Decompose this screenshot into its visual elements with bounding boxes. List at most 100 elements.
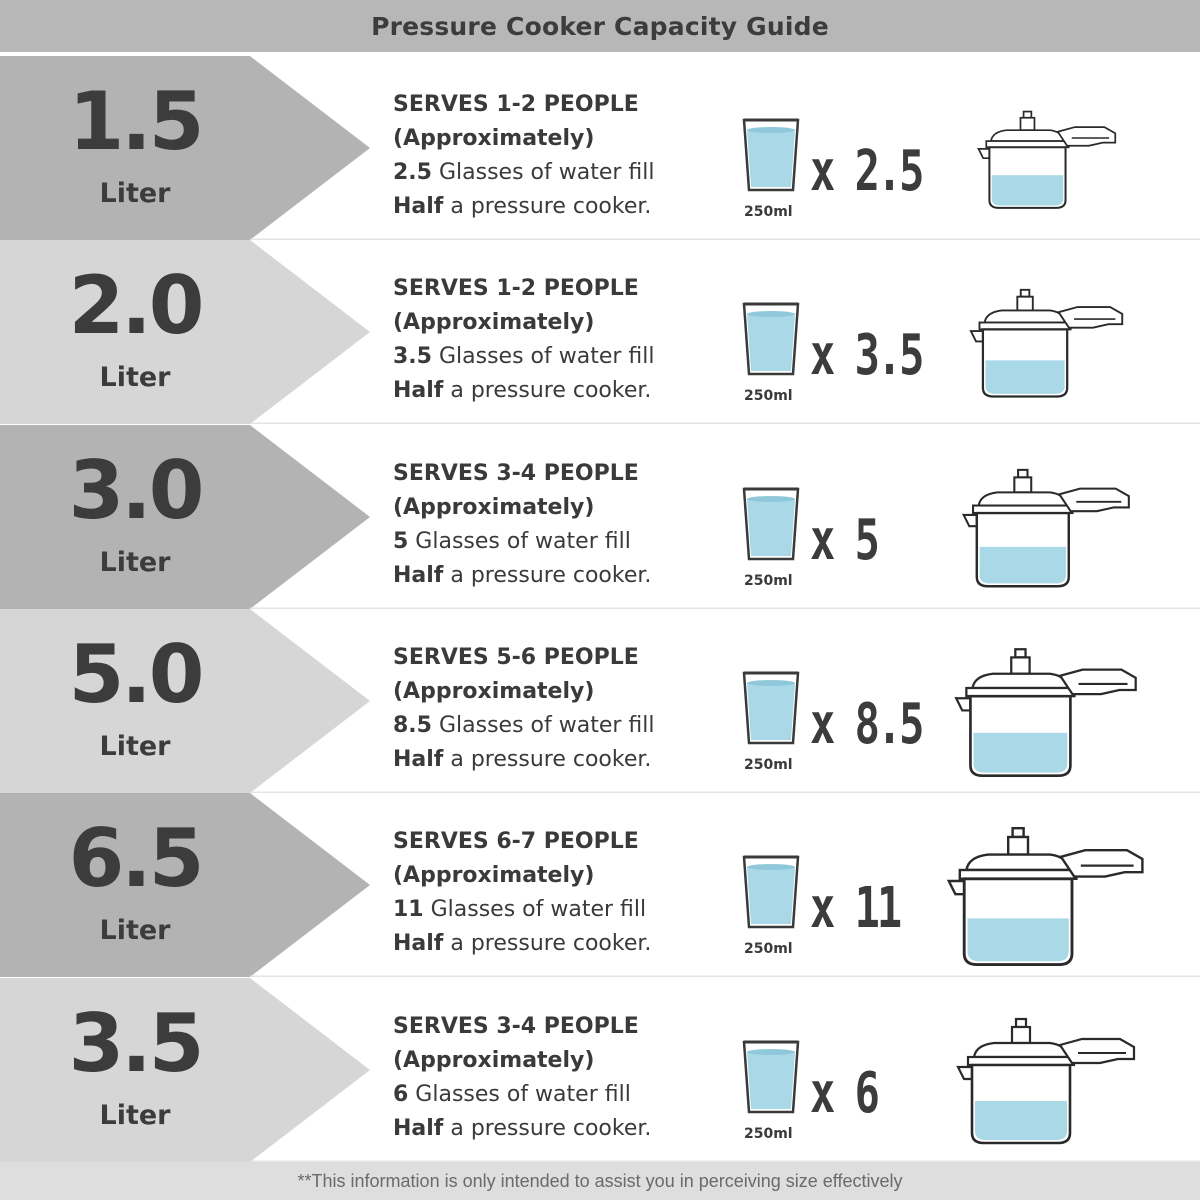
glasses-line: 6 Glasses of water fill [393,1078,733,1112]
capacity-description: SERVES 1-2 PEOPLE (Approximately) 2.5 Glas… [393,88,733,224]
pressure-cooker-icon [946,826,1144,967]
glasses-count: 5 [393,529,409,554]
capacity-row: 6.5 Liter SERVES 6-7 PEOPLE (Approximately)… [0,793,1200,977]
glass-multiplier: x 3.5 [810,323,924,388]
serves-text: SERVES 3-4 PEOPLE [393,1014,639,1039]
capacity-unit: Liter [99,731,171,762]
glass-multiplier: x 5 [810,508,880,573]
pressure-cooker-icon [969,288,1124,398]
half-text: a pressure cooker. [443,747,652,772]
capacity-unit: Liter [99,1100,171,1131]
glasses-text: Glasses of water fill [431,344,655,369]
glass-multiplier: x 8.5 [810,692,924,757]
approx-text: (Approximately) [393,679,595,704]
glass-volume-label: 250ml [744,388,793,404]
page-title: Pressure Cooker Capacity Guide [371,11,829,41]
serves-text: SERVES 1-2 PEOPLE [393,276,639,301]
approx-text: (Approximately) [393,863,595,888]
glass-multiplier: x 6 [810,1061,880,1126]
glasses-count: 11 [393,897,424,922]
glass-volume-label: 250ml [744,204,793,220]
capacity-row: 3.5 Liter SERVES 3-4 PEOPLE (Approximately)… [0,978,1200,1162]
serves-text: SERVES 1-2 PEOPLE [393,92,639,117]
capacity-unit: Liter [99,915,171,946]
capacity-row: 2.0 Liter SERVES 1-2 PEOPLE (Approximately)… [0,240,1200,424]
capacity-size: 3.0 [68,444,205,537]
capacity-description: SERVES 3-4 PEOPLE (Approximately) 5 Glasse… [393,457,733,593]
half-text: a pressure cooker. [443,931,652,956]
glass-volume-label: 250ml [744,941,793,957]
water-glass-icon [742,671,800,745]
glass-volume-label: 250ml [744,1126,793,1142]
glass-volume-label: 250ml [744,573,793,589]
water-glass-icon [742,855,800,929]
capacity-row: 3.0 Liter SERVES 3-4 PEOPLE (Approximately)… [0,425,1200,609]
glasses-line: 3.5 Glasses of water fill [393,340,733,374]
capacity-row: 1.5 Liter SERVES 1-2 PEOPLE (Approximately)… [0,56,1200,240]
pressure-cooker-icon [961,468,1130,588]
half-word: Half [393,194,444,219]
serves-text: SERVES 6-7 PEOPLE [393,829,639,854]
half-word: Half [393,931,444,956]
approx-text: (Approximately) [393,495,595,520]
footer-note: **This information is only intended to a… [297,1170,903,1191]
chevron-band [0,978,1200,1162]
capacity-size: 6.5 [68,812,205,905]
glasses-line: 11 Glasses of water fill [393,893,733,927]
half-word: Half [393,378,444,403]
half-line: Half a pressure cooker. [393,190,733,224]
glasses-text: Glasses of water fill [408,1082,631,1107]
glasses-text: Glasses of water fill [431,713,655,738]
glass-multiplier: x 2.5 [810,139,924,204]
water-glass-icon [742,487,800,561]
glasses-count: 2.5 [393,160,432,185]
half-line: Half a pressure cooker. [393,743,733,777]
footer-bar: **This information is only intended to a… [0,1162,1200,1200]
water-glass-icon [742,302,800,376]
half-text: a pressure cooker. [443,1116,652,1141]
capacity-row: 5.0 Liter SERVES 5-6 PEOPLE (Approximately)… [0,609,1200,793]
capacity-description: SERVES 1-2 PEOPLE (Approximately) 3.5 Glas… [393,272,733,408]
approx-text: (Approximately) [393,310,595,335]
half-line: Half a pressure cooker. [393,927,733,961]
half-word: Half [393,563,444,588]
glasses-line: 2.5 Glasses of water fill [393,156,733,190]
glasses-text: Glasses of water fill [423,897,647,922]
capacity-size: 1.5 [68,75,205,168]
half-word: Half [393,1116,444,1141]
capacity-description: SERVES 3-4 PEOPLE (Approximately) 6 Glasse… [393,1010,733,1146]
pressure-cooker-icon [977,110,1117,209]
half-text: a pressure cooker. [443,194,652,219]
chevron-band [0,793,1200,977]
water-glass-icon [742,1040,800,1114]
glasses-count: 8.5 [393,713,432,738]
capacity-size: 5.0 [68,628,205,721]
glasses-line: 5 Glasses of water fill [393,525,733,559]
water-glass-icon [742,118,800,192]
half-text: a pressure cooker. [443,378,652,403]
chevron-band [0,609,1200,793]
serves-text: SERVES 3-4 PEOPLE [393,461,639,486]
approx-text: (Approximately) [393,1048,595,1073]
capacity-description: SERVES 6-7 PEOPLE (Approximately) 11 Glass… [393,825,733,961]
chevron-band [0,240,1200,424]
approx-text: (Approximately) [393,126,595,151]
glasses-line: 8.5 Glasses of water fill [393,709,733,743]
half-text: a pressure cooker. [443,563,652,588]
chevron-band [0,425,1200,609]
glass-multiplier: x 11 [810,876,902,941]
pressure-cooker-icon [956,1017,1136,1145]
capacity-unit: Liter [99,178,171,209]
glass-volume-label: 250ml [744,757,793,773]
capacity-unit: Liter [99,362,171,393]
half-line: Half a pressure cooker. [393,374,733,408]
capacity-size: 2.0 [68,259,205,352]
capacity-size: 3.5 [68,997,205,1090]
chevron-band [0,56,1200,240]
serves-text: SERVES 5-6 PEOPLE [393,645,639,670]
glasses-count: 6 [393,1082,409,1107]
pressure-cooker-icon [954,648,1137,778]
capacity-unit: Liter [99,547,171,578]
glasses-text: Glasses of water fill [408,529,631,554]
